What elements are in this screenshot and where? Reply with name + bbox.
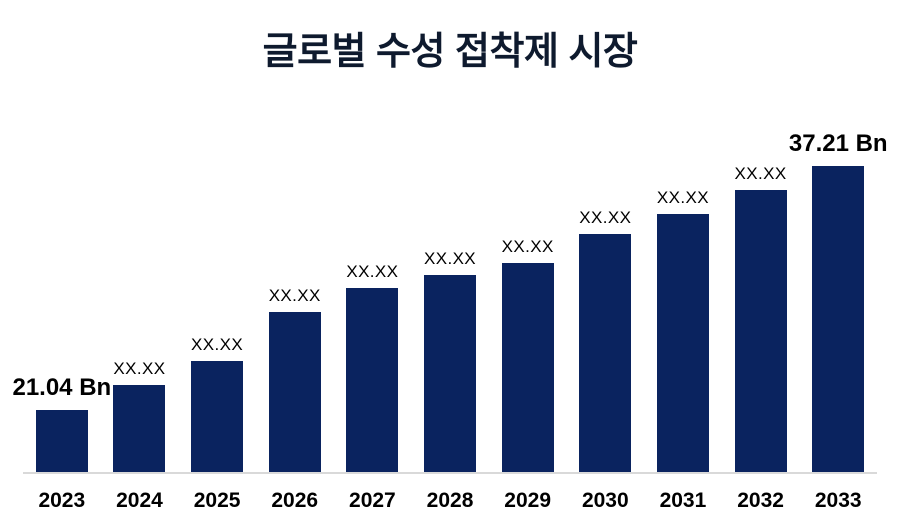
- x-tick-2024: 2024: [116, 489, 163, 512]
- bar-column-2026: XX.XX: [256, 287, 334, 472]
- bar-column-2023: 21.04 Bn: [12, 374, 111, 472]
- plot-area: 21.04 Bn XX.XX XX.XX XX.XX XX.XX XX.XX XX.XX XX…: [12, 130, 888, 472]
- x-axis-line: [23, 472, 877, 474]
- bar-column-2033: 37.21 Bn: [789, 130, 888, 472]
- bar-2029: [501, 263, 554, 472]
- bar-column-2024: XX.XX: [101, 360, 179, 472]
- bar-column-2031: XX.XX: [644, 189, 722, 472]
- bar-column-2030: XX.XX: [566, 209, 644, 472]
- bar-2028: [424, 275, 477, 472]
- bar-2031: [656, 214, 709, 472]
- bar-column-2025: XX.XX: [178, 336, 256, 472]
- value-label-2023: 21.04 Bn: [12, 373, 112, 401]
- bar-2033: [812, 166, 865, 472]
- bar-2025: [191, 361, 244, 472]
- value-label-2026: XX.XX: [268, 286, 321, 306]
- x-tick-2032: 2032: [737, 489, 784, 512]
- x-tick-2023: 2023: [38, 489, 86, 512]
- bar-column-2032: XX.XX: [722, 165, 800, 472]
- value-label-2028: XX.XX: [423, 249, 477, 269]
- x-axis-tick-labels: 2023 2024 2025 2026 2027 2028 2029 2030 2031 2032…: [23, 489, 877, 513]
- bar-2032: [734, 190, 787, 472]
- bar-column-2029: XX.XX: [489, 238, 567, 472]
- value-label-2030: XX.XX: [579, 208, 632, 228]
- x-tick-2028: 2028: [426, 489, 474, 512]
- value-label-2031: XX.XX: [656, 188, 709, 208]
- bar-2024: [113, 385, 166, 472]
- bar-2026: [268, 312, 321, 472]
- x-tick-2025: 2025: [193, 489, 241, 512]
- bar-2030: [579, 234, 632, 472]
- value-label-2025: XX.XX: [191, 335, 244, 355]
- value-label-2033: 37.21 Bn: [788, 129, 888, 157]
- bar-column-2027: XX.XX: [334, 263, 412, 472]
- x-tick-2030: 2030: [581, 489, 629, 512]
- x-tick-2031: 2031: [659, 489, 707, 512]
- value-label-2029: XX.XX: [501, 237, 554, 257]
- value-label-2032: XX.XX: [734, 164, 787, 184]
- x-tick-2033: 2033: [814, 489, 862, 512]
- x-tick-2027: 2027: [349, 489, 396, 512]
- value-label-2024: XX.XX: [113, 359, 166, 379]
- bar-2027: [346, 288, 399, 472]
- value-label-2027: XX.XX: [346, 262, 399, 282]
- x-tick-2029: 2029: [504, 489, 552, 512]
- bar-2023: [35, 410, 88, 472]
- bar-column-2028: XX.XX: [411, 250, 489, 472]
- chart-title: 글로벌 수성 접착제 시장: [262, 31, 638, 73]
- x-tick-2026: 2026: [271, 489, 319, 512]
